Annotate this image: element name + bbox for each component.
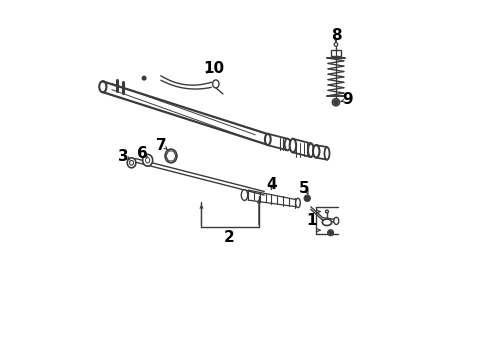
Text: 8: 8	[330, 28, 341, 43]
Ellipse shape	[322, 219, 331, 226]
Ellipse shape	[212, 80, 219, 88]
Text: 6: 6	[137, 146, 147, 161]
Ellipse shape	[295, 198, 300, 208]
Ellipse shape	[325, 210, 328, 213]
Circle shape	[142, 76, 145, 80]
Ellipse shape	[129, 161, 133, 165]
Bar	[330, 50, 340, 56]
Ellipse shape	[289, 139, 296, 152]
Ellipse shape	[264, 134, 270, 145]
Ellipse shape	[304, 195, 309, 201]
Text: 9: 9	[342, 92, 352, 107]
Ellipse shape	[165, 149, 177, 163]
Ellipse shape	[312, 145, 319, 158]
Text: 1: 1	[305, 213, 316, 228]
Text: 5: 5	[298, 181, 309, 197]
Text: 3: 3	[118, 149, 129, 164]
Ellipse shape	[333, 42, 337, 46]
Ellipse shape	[333, 217, 338, 225]
Ellipse shape	[284, 139, 290, 150]
Circle shape	[305, 197, 308, 200]
Ellipse shape	[145, 158, 149, 163]
Circle shape	[328, 231, 332, 234]
Ellipse shape	[307, 143, 313, 157]
Text: 4: 4	[265, 177, 276, 192]
Ellipse shape	[127, 158, 136, 168]
Ellipse shape	[324, 147, 329, 160]
Ellipse shape	[332, 99, 339, 106]
Ellipse shape	[241, 190, 247, 201]
Text: 2: 2	[224, 230, 234, 245]
Ellipse shape	[142, 154, 152, 166]
Text: 7: 7	[156, 138, 166, 153]
Ellipse shape	[327, 230, 333, 235]
Circle shape	[333, 100, 337, 104]
Text: 10: 10	[203, 61, 224, 76]
